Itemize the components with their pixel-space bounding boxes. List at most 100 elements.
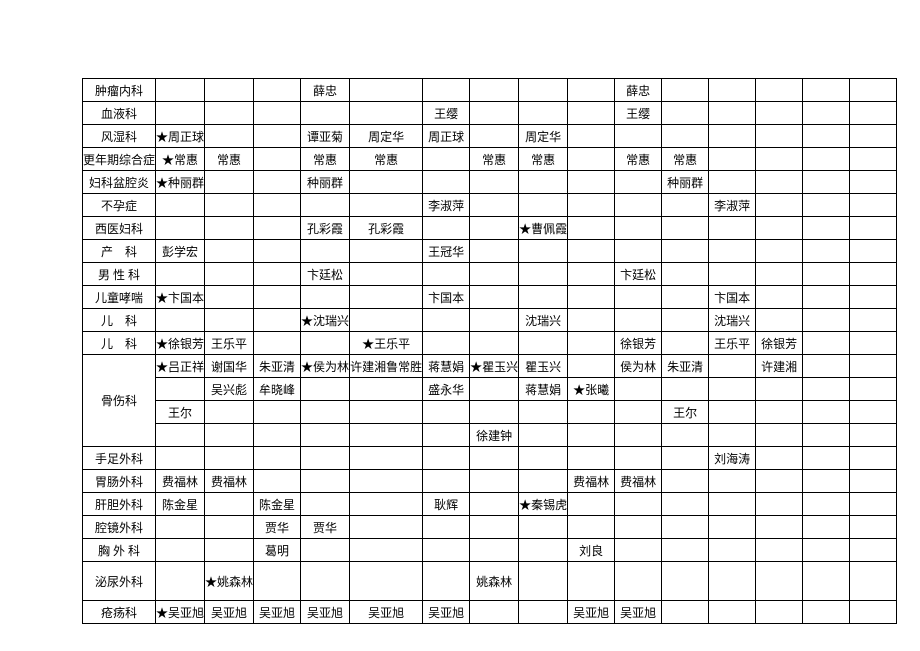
data-cell [568,102,615,125]
data-cell: ★种丽群 [156,171,205,194]
data-cell: 王尔 [662,401,709,424]
data-cell [254,562,301,601]
data-cell [615,516,662,539]
table-row: 儿童哮喘★卞国本卞国本卞国本 [83,286,897,309]
data-cell: 常惠 [615,148,662,171]
data-cell: 李淑萍 [423,194,470,217]
data-cell [850,378,897,401]
data-cell [519,171,568,194]
data-cell [803,240,850,263]
data-cell [254,332,301,355]
data-cell: 李淑萍 [709,194,756,217]
data-cell: 王尔 [156,401,205,424]
data-cell [568,355,615,378]
data-cell: 种丽群 [662,171,709,194]
data-cell [156,79,205,102]
data-cell [850,401,897,424]
data-cell [803,263,850,286]
data-cell [470,263,519,286]
data-cell [568,79,615,102]
data-cell [519,401,568,424]
table-row: 肿瘤内科薛忠薛忠 [83,79,897,102]
data-cell: 吴亚旭 [615,601,662,624]
data-cell [254,240,301,263]
data-cell [423,263,470,286]
table-row: 儿 科★徐银芳王乐平★王乐平徐银芳王乐平徐银芳 [83,332,897,355]
data-cell: 费福林 [615,470,662,493]
data-cell: ★瞿玉兴 [470,355,519,378]
data-cell [301,286,350,309]
data-cell: ★常惠 [156,148,205,171]
data-cell [662,447,709,470]
data-cell: 贾华 [254,516,301,539]
data-cell [615,493,662,516]
data-cell [470,493,519,516]
data-cell: ★张曦 [568,378,615,401]
data-cell: ★吕正祥 [156,355,205,378]
data-cell [662,562,709,601]
data-cell [756,401,803,424]
data-cell: 沈瑞兴 [709,309,756,332]
data-cell: 姚森林 [470,562,519,601]
data-cell [350,171,423,194]
data-cell [756,447,803,470]
data-cell [156,539,205,562]
data-cell [205,424,254,447]
dept-cell: 男 性 科 [83,263,156,286]
data-cell [301,102,350,125]
data-cell [470,102,519,125]
data-cell [756,194,803,217]
data-cell [205,79,254,102]
data-cell [205,493,254,516]
data-cell [803,332,850,355]
data-cell [662,378,709,401]
data-cell [850,102,897,125]
data-cell [350,102,423,125]
data-cell: 费福林 [156,470,205,493]
data-cell [519,601,568,624]
data-cell [254,447,301,470]
data-cell [850,148,897,171]
data-cell [615,424,662,447]
data-cell [205,309,254,332]
data-cell [709,102,756,125]
data-cell [423,309,470,332]
data-cell [568,309,615,332]
data-cell [568,493,615,516]
data-cell: 盛永华 [423,378,470,401]
data-cell [350,194,423,217]
table-row: 徐建钟 [83,424,897,447]
data-cell: 王乐平 [709,332,756,355]
data-cell [615,286,662,309]
data-cell [350,240,423,263]
data-cell [850,79,897,102]
data-cell [803,79,850,102]
data-cell [756,470,803,493]
data-cell [205,401,254,424]
data-cell [615,378,662,401]
data-cell [254,171,301,194]
data-cell [662,309,709,332]
dept-cell: 儿 科 [83,332,156,355]
data-cell [519,240,568,263]
data-cell [850,447,897,470]
data-cell [205,286,254,309]
data-cell [156,194,205,217]
data-cell [803,125,850,148]
data-cell [156,263,205,286]
data-cell [662,125,709,148]
data-cell [519,516,568,539]
data-cell [756,102,803,125]
data-cell [350,516,423,539]
data-cell [803,601,850,624]
data-cell: 卞国本 [423,286,470,309]
data-cell [568,125,615,148]
data-cell [519,102,568,125]
data-cell: 吴亚旭 [254,601,301,624]
data-cell [662,332,709,355]
data-cell [850,355,897,378]
data-cell: 贾华 [301,516,350,539]
data-cell [205,263,254,286]
data-cell [803,447,850,470]
data-cell [156,516,205,539]
